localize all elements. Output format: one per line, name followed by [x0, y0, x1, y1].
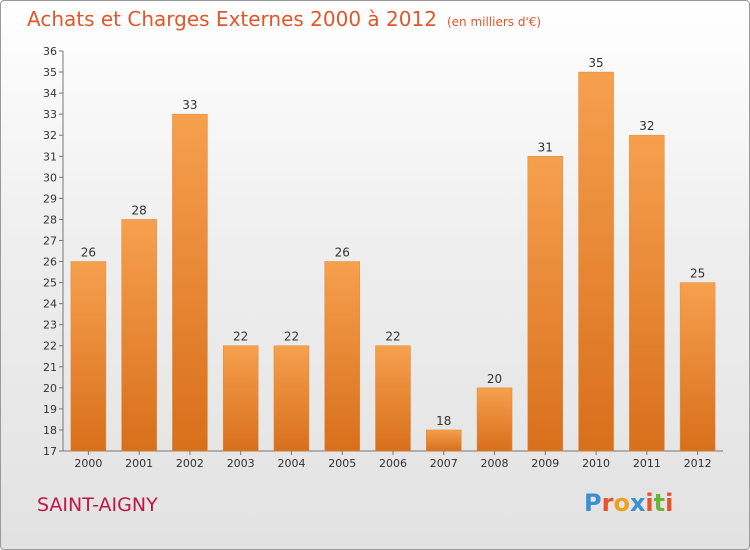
bar — [629, 134, 665, 452]
logo-letter: i — [645, 489, 654, 517]
y-tick-label: 31 — [43, 150, 57, 163]
y-tick-label: 35 — [43, 66, 57, 79]
x-tick-label: 2002 — [176, 457, 204, 470]
bar — [476, 387, 513, 452]
y-tick-label: 27 — [43, 234, 57, 247]
y-tick-label: 19 — [43, 403, 57, 416]
logo-letter: t — [653, 489, 666, 517]
y-tick-label: 36 — [43, 45, 57, 58]
x-tick-label: 2006 — [379, 457, 407, 470]
logo-letter: r — [601, 489, 614, 517]
bar — [222, 345, 259, 452]
x-tick-label: 2005 — [328, 457, 356, 470]
bar-value-label: 26 — [335, 246, 350, 260]
x-tick-label: 2011 — [633, 457, 661, 470]
chart-title: Achats et Charges Externes 2000 à 2012 (e… — [27, 7, 541, 31]
y-tick-label: 32 — [43, 129, 57, 142]
y-tick-label: 29 — [43, 192, 57, 205]
x-tick-label: 2012 — [684, 457, 712, 470]
bar-value-label: 22 — [233, 330, 248, 344]
y-tick-label: 34 — [43, 87, 57, 100]
x-tick-label: 2004 — [277, 457, 305, 470]
x-tick-label: 2009 — [531, 457, 559, 470]
y-tick-label: 17 — [43, 445, 57, 458]
x-tick-label: 2001 — [125, 457, 153, 470]
bar-value-label: 22 — [284, 330, 299, 344]
bar — [375, 345, 411, 452]
y-tick-label: 33 — [43, 108, 57, 121]
y-tick-label: 25 — [43, 277, 57, 290]
bar — [70, 261, 107, 452]
y-tick-label: 24 — [43, 298, 57, 311]
bar-value-label: 35 — [588, 56, 603, 70]
proxiti-logo: Proxiti — [584, 489, 673, 517]
bar-value-label: 32 — [639, 119, 654, 133]
bar — [679, 282, 716, 452]
bar — [172, 113, 208, 452]
y-tick-label: 21 — [43, 361, 57, 374]
logo-letter: P — [584, 489, 602, 517]
bar-value-label: 22 — [385, 330, 400, 344]
y-tick-label: 22 — [43, 340, 57, 353]
x-tick-label: 2007 — [430, 457, 458, 470]
bar-value-label: 18 — [436, 414, 451, 428]
x-tick-label: 2000 — [74, 457, 102, 470]
bar — [527, 156, 564, 452]
logo-letter: o — [613, 489, 630, 517]
bar-value-label: 33 — [182, 98, 197, 112]
y-tick-label: 30 — [43, 171, 57, 184]
y-tick-label: 28 — [43, 213, 57, 226]
x-tick-label: 2008 — [481, 457, 509, 470]
bar-value-label: 20 — [487, 372, 502, 386]
chart-unit: (en milliers d'€) — [446, 15, 542, 29]
y-tick-label: 23 — [43, 319, 57, 332]
logo-letter: i — [665, 489, 674, 517]
chart-title-text: Achats et Charges Externes 2000 à 2012 — [27, 7, 437, 31]
bar — [121, 219, 157, 452]
bar — [324, 261, 360, 452]
bar-value-label: 31 — [538, 140, 553, 154]
y-tick-label: 26 — [43, 256, 57, 269]
bar-value-label: 25 — [690, 267, 705, 281]
x-tick-label: 2003 — [227, 457, 255, 470]
logo-letter: x — [629, 489, 646, 517]
bar — [578, 71, 614, 452]
bar-value-label: 28 — [132, 203, 147, 217]
commune-name: SAINT-AIGNY — [37, 494, 158, 516]
x-tick-label: 2010 — [582, 457, 610, 470]
bar-value-label: 26 — [81, 246, 96, 260]
bar — [273, 345, 310, 452]
y-tick-label: 20 — [43, 382, 57, 395]
bar — [426, 429, 462, 452]
y-tick-label: 18 — [43, 424, 57, 437]
